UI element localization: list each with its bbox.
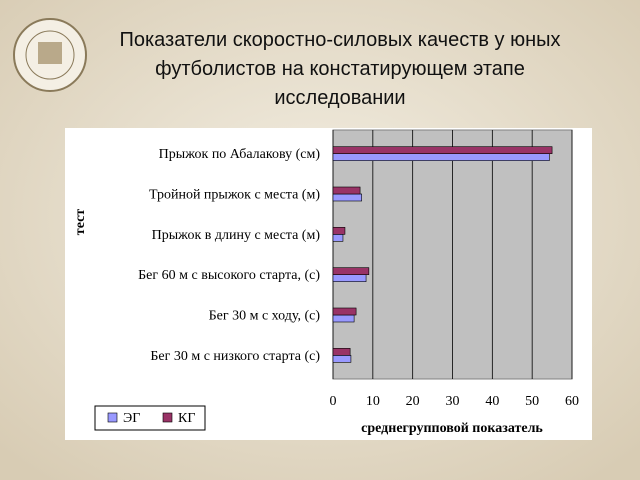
bar xyxy=(332,355,352,363)
logo xyxy=(13,18,87,92)
legend-swatch xyxy=(162,412,173,423)
y-tick-label: Бег 30 м с низкого старта (с) xyxy=(150,349,320,364)
title-line: футболистов на констатирующем этапе xyxy=(155,58,525,80)
y-tick-label: Тройной прыжок с места (м) xyxy=(149,188,320,203)
y-tick-label: Прыжок по Абалакову (см) xyxy=(159,147,321,162)
legend-label: КГ xyxy=(178,411,195,426)
x-tick-label: 20 xyxy=(406,394,420,409)
bar xyxy=(332,234,344,242)
title-line: исследовании xyxy=(274,87,405,109)
x-tick-label: 50 xyxy=(525,394,539,409)
bar xyxy=(332,186,361,195)
x-tick-label: 40 xyxy=(485,394,499,409)
title-line: Показатели скоростно-силовых качеств у ю… xyxy=(119,29,560,51)
y-tick-label: Бег 60 м с высокого старта, (с) xyxy=(138,268,320,283)
bar xyxy=(332,193,362,202)
y-axis-label: тест xyxy=(73,209,88,235)
bar xyxy=(332,274,367,282)
bar xyxy=(332,153,550,161)
bar xyxy=(332,348,351,356)
x-tick-label: 0 xyxy=(330,394,337,409)
bar xyxy=(332,146,553,154)
bar xyxy=(332,267,370,275)
x-tick-label: 60 xyxy=(565,394,579,409)
legend-label: ЭГ xyxy=(123,411,140,426)
bar xyxy=(332,227,346,235)
legend-swatch xyxy=(107,412,118,423)
x-tick-label: 10 xyxy=(366,394,380,409)
bar xyxy=(332,307,357,316)
y-tick-label: Бег 30 м с ходу, (с) xyxy=(209,309,321,324)
x-axis-label: среднегрупповой показатель xyxy=(361,421,543,436)
x-tick-label: 30 xyxy=(446,394,460,409)
y-tick-label: Прыжок в длину с места (м) xyxy=(152,228,321,243)
bar xyxy=(332,314,355,323)
